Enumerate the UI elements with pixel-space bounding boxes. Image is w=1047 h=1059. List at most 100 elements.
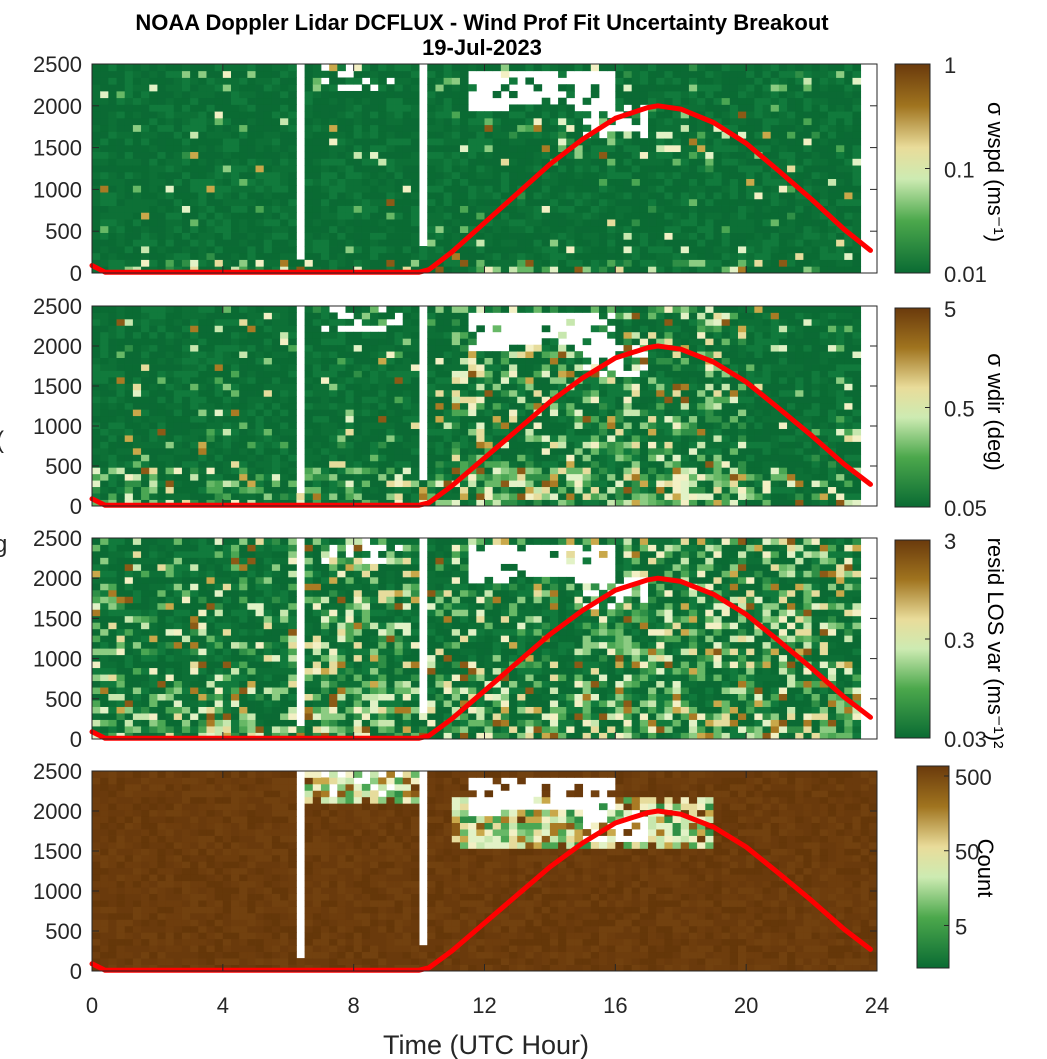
heatmap-cell (231, 111, 240, 119)
heatmap-cell (664, 460, 673, 468)
heatmap-cell (214, 158, 224, 166)
heatmap-cell (746, 77, 755, 85)
heatmap-cell (214, 239, 224, 247)
heatmap-cell (386, 246, 395, 254)
heatmap-cell (713, 131, 723, 139)
heatmap-cell (108, 111, 117, 119)
heatmap-cell (631, 306, 641, 313)
heatmap-cell (222, 473, 232, 481)
heatmap-cell (378, 232, 387, 240)
heatmap-cell (582, 205, 592, 213)
heatmap-cell (770, 192, 780, 200)
heatmap-cell (590, 409, 600, 417)
heatmap-cell (492, 370, 502, 378)
heatmap-cell (688, 480, 698, 488)
heatmap-cell (492, 185, 502, 193)
heatmap-cell (378, 252, 387, 260)
heatmap-cell (582, 306, 592, 313)
heatmap-cell (222, 409, 232, 417)
heatmap-cell (116, 131, 126, 139)
heatmap-cell (558, 246, 567, 254)
heatmap-cell (631, 415, 641, 423)
heatmap-cell (353, 77, 363, 85)
heatmap-cell (525, 117, 534, 126)
heatmap-cell (770, 138, 780, 146)
heatmap-cell (705, 70, 714, 78)
heatmap-cell (100, 219, 109, 227)
heatmap-cell (819, 138, 829, 146)
heatmap-cell (149, 454, 158, 462)
heatmap-cell (124, 97, 134, 105)
heatmap-cell (124, 259, 134, 267)
heatmap-cell (713, 376, 723, 384)
heatmap-cell (239, 486, 248, 494)
heatmap-cell (656, 364, 665, 371)
heatmap-cell (509, 351, 518, 359)
heatmap-cell (263, 165, 273, 173)
heatmap-cell (231, 124, 240, 132)
heatmap-cell (500, 383, 510, 391)
heatmap-cell (165, 117, 175, 126)
heatmap-cell (803, 259, 812, 267)
heatmap-cell (680, 493, 690, 500)
heatmap-cell (239, 396, 248, 404)
heatmap-cell (402, 77, 412, 85)
heatmap-cell (615, 131, 624, 139)
heatmap-cell (263, 409, 273, 417)
heatmap-cell (231, 259, 240, 267)
heatmap-cell (549, 219, 559, 227)
heatmap-cell (124, 325, 134, 333)
heatmap-cell (623, 144, 633, 153)
heatmap-cell (231, 312, 240, 320)
heatmap-cell (337, 158, 346, 166)
heatmap-cell (231, 64, 240, 72)
heatmap-cell (231, 205, 240, 213)
heatmap-cell (688, 178, 698, 186)
heatmap-cell (697, 454, 706, 462)
heatmap-cell (206, 357, 216, 365)
heatmap-cell (173, 422, 183, 429)
heatmap-cell (157, 165, 166, 173)
heatmap-cell (222, 232, 232, 240)
heatmap-cell (222, 259, 232, 267)
heatmap-cell (598, 138, 608, 146)
heatmap-cell (680, 151, 690, 159)
heatmap-cell (280, 396, 289, 404)
heatmap-cell (509, 212, 518, 220)
heatmap-cell (92, 239, 101, 247)
heatmap-cell (361, 90, 371, 99)
heatmap-cell (386, 351, 395, 359)
heatmap-cell (386, 131, 395, 139)
heatmap-cell (402, 338, 412, 346)
heatmap-cell (410, 325, 420, 333)
heatmap-cell (222, 64, 232, 72)
heatmap-cell (680, 266, 690, 274)
heatmap-cell (239, 383, 248, 391)
heatmap-cell (836, 124, 845, 132)
heatmap-cell (141, 84, 150, 92)
heatmap-cell (141, 64, 150, 72)
heatmap-cell (132, 131, 142, 139)
heatmap-cell (705, 165, 714, 173)
heatmap-cell (271, 178, 281, 186)
heatmap-cell (836, 178, 845, 186)
heatmap-cell (141, 90, 150, 99)
heatmap-cell (590, 178, 600, 186)
heatmap-cell (173, 104, 183, 112)
heatmap-cell (468, 124, 477, 132)
heatmap-cell (827, 252, 837, 260)
heatmap-cell (517, 205, 526, 213)
heatmap-cell (320, 435, 330, 442)
heatmap-cell (803, 232, 812, 240)
heatmap-cell (680, 480, 690, 488)
heatmap-cell (263, 205, 273, 213)
heatmap-cell (607, 246, 616, 254)
heatmap-cell (329, 422, 338, 429)
heatmap-cell (648, 111, 657, 119)
heatmap-cell (288, 318, 297, 326)
heatmap-cell (378, 422, 387, 429)
heatmap-cell (247, 357, 256, 365)
heatmap-cell (664, 266, 673, 274)
heatmap-cell (680, 77, 690, 85)
heatmap-cell (427, 370, 436, 378)
